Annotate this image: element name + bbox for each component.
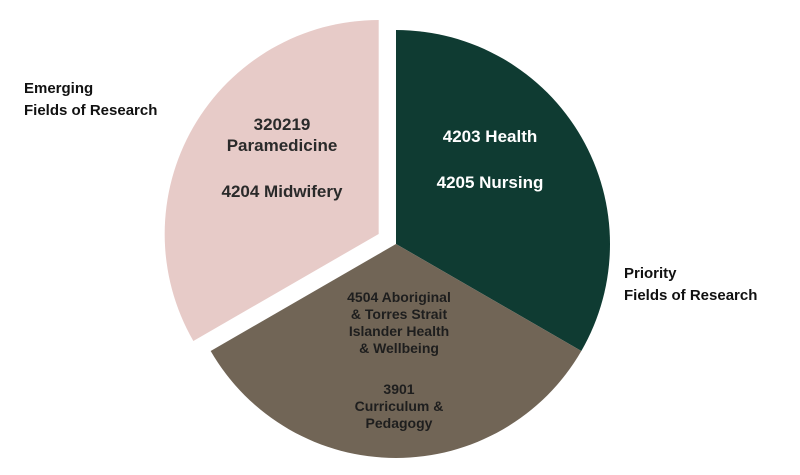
- priority-label-line-2: Fields of Research: [624, 287, 757, 304]
- priority-label-line-1: Priority: [624, 265, 677, 282]
- slice-label-health-line-1: 4203 Health: [443, 127, 538, 146]
- slice-label-aboriginal-line-2: & Torres Strait: [351, 306, 448, 322]
- slice-label-curriculum-line-1: 3901: [383, 381, 414, 397]
- slice-label-paramedicine-line-1: 320219: [254, 115, 311, 134]
- pie-slice-aboriginal-curriculum: [210, 244, 582, 458]
- slice-label-aboriginal-line-1: 4504 Aboriginal: [347, 289, 451, 305]
- pie-slice-health-nursing: [396, 30, 610, 351]
- slice-label-aboriginal-line-3: Islander Health: [349, 323, 449, 339]
- slice-label-midwifery-line-1: 4204 Midwifery: [222, 182, 343, 201]
- slice-label-nursing-line-1: 4205 Nursing: [437, 173, 544, 192]
- slice-label-paramedicine-line-2: Paramedicine: [227, 136, 338, 155]
- emerging-label-line-1: Emerging: [24, 80, 93, 97]
- slice-label-aboriginal-line-4: & Wellbeing: [359, 340, 439, 356]
- slice-label-curriculum-line-2: Curriculum &: [355, 398, 444, 414]
- emerging-label-line-2: Fields of Research: [24, 102, 157, 119]
- pie-slice-paramedicine-midwifery: [164, 20, 379, 341]
- slice-label-curriculum-line-3: Pedagogy: [366, 415, 433, 431]
